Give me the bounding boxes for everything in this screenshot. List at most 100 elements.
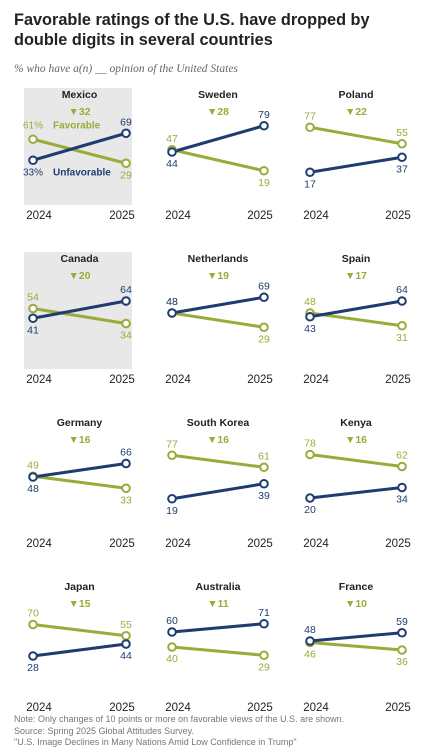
unfavorable-line-mexico [32, 131, 127, 162]
unfavorable-point-2025-canada [121, 296, 131, 306]
drop-label-australia: ▼11 [207, 598, 229, 610]
favorable-value-2025-spain: 31 [396, 332, 408, 344]
favorable-value-2025-south-korea: 61 [258, 450, 270, 462]
favorable-point-2024-poland [305, 122, 315, 133]
unfavorable-value-2024-australia: 60 [166, 615, 178, 627]
favorable-value-2025-canada: 34 [120, 330, 132, 342]
unfavorable-point-2025-sweden [259, 120, 269, 131]
unfavorable-point-2025-south-korea [259, 478, 269, 489]
favorable-line-south-korea [171, 453, 265, 469]
drop-label-poland: ▼22 [345, 106, 367, 118]
x-tick-2024-netherlands: 2024 [165, 374, 191, 386]
favorable-point-2025-spain [397, 320, 407, 331]
panel-title-japan: Japan [64, 581, 94, 593]
panel-title-canada: Canada [61, 253, 99, 265]
favorable-point-2024-canada [28, 303, 38, 314]
drop-label-spain: ▼17 [345, 270, 367, 282]
unfavorable-value-2024-mexico: 33% [23, 167, 43, 178]
unfavorable-point-2025-france [397, 627, 407, 638]
drop-label-south-korea: ▼16 [207, 434, 229, 446]
unfavorable-line-australia [171, 622, 265, 634]
x-tick-2024-australia: 2024 [165, 702, 191, 712]
favorable-point-2025-poland [397, 138, 407, 149]
unfavorable-line-france [309, 631, 403, 643]
x-tick-2025-mexico: 2025 [109, 210, 135, 222]
x-tick-2025-germany: 2025 [109, 538, 135, 550]
unfavorable-value-2024-kenya: 20 [304, 504, 316, 516]
unfavorable-point-2024-netherlands [167, 308, 177, 318]
x-tick-2024-canada: 2024 [26, 374, 52, 386]
x-tick-2025-sweden: 2025 [247, 210, 273, 222]
drop-label-kenya: ▼16 [345, 434, 367, 446]
unfavorable-line-sweden [171, 124, 265, 154]
unfavorable-value-2025-canada: 64 [120, 284, 132, 296]
unfavorable-value-2025-south-korea: 39 [258, 490, 270, 502]
favorable-point-2024-mexico [28, 134, 38, 145]
unfavorable-line-germany [32, 462, 127, 479]
favorable-point-2025-canada [121, 318, 131, 329]
x-tick-2025-australia: 2025 [247, 702, 273, 712]
favorable-value-2024-canada: 54 [27, 292, 39, 304]
unfavorable-point-2025-kenya [397, 482, 407, 493]
chart-subtitle: % who have a(n) __ opinion of the United… [14, 63, 238, 75]
unfavorable-point-2025-netherlands [259, 292, 269, 303]
drop-label-japan: ▼15 [68, 598, 90, 610]
x-tick-2024-poland: 2024 [303, 210, 329, 222]
drop-label-sweden: ▼28 [207, 106, 229, 118]
x-tick-2024-japan: 2024 [26, 702, 52, 712]
x-tick-2024-spain: 2024 [303, 374, 329, 386]
favorable-line-canada [32, 307, 127, 325]
unfavorable-value-2024-poland: 17 [304, 178, 316, 190]
x-tick-2025-kenya: 2025 [385, 538, 411, 550]
favorable-point-2025-south-korea [259, 462, 269, 473]
panel-title-poland: Poland [338, 89, 373, 101]
favorable-value-2025-netherlands: 29 [258, 333, 270, 345]
x-tick-2024-france: 2024 [303, 702, 329, 712]
x-tick-2025-netherlands: 2025 [247, 374, 273, 386]
favorable-value-2024-kenya: 78 [304, 438, 316, 450]
favorable-point-2025-australia [259, 650, 269, 661]
x-tick-2025-spain: 2025 [385, 374, 411, 386]
favorable-line-japan [32, 623, 127, 638]
unfavorable-point-2025-japan [121, 639, 131, 649]
favorable-point-2025-japan [121, 630, 131, 641]
favorable-line-germany [32, 474, 127, 490]
unfavorable-value-2024-spain: 43 [304, 323, 316, 335]
favorable-value-2025-mexico: 29 [120, 169, 132, 181]
report-text: "U.S. Image Declines in Many Nations Ami… [14, 737, 297, 747]
unfavorable-point-2025-germany [121, 458, 131, 469]
favorable-line-australia [171, 645, 265, 657]
unfavorable-value-2025-netherlands: 69 [258, 280, 270, 292]
favorable-point-2025-france [397, 645, 407, 655]
panel-title-spain: Spain [342, 253, 371, 265]
unfavorable-point-2024-kenya [305, 493, 315, 503]
unfavorable-point-2024-australia [167, 627, 177, 637]
unfavorable-point-2024-japan [28, 651, 38, 661]
unfavorable-point-2024-spain [305, 311, 315, 322]
unfavorable-line-japan [32, 642, 127, 658]
favorable-value-2024-mexico: 61% [23, 120, 43, 131]
favorable-value-2025-sweden: 19 [258, 177, 270, 189]
panel-title-mexico: Mexico [62, 89, 98, 101]
unfavorable-value-2024-south-korea: 19 [166, 505, 178, 517]
unfavorable-point-2024-south-korea [167, 493, 177, 504]
x-tick-2025-south-korea: 2025 [247, 538, 273, 550]
unfavorable-value-2024-sweden: 44 [166, 158, 178, 170]
favorable-line-mexico [32, 137, 127, 165]
unfavorable-value-2025-germany: 66 [120, 447, 132, 459]
favorable-line-netherlands [171, 311, 265, 329]
favorable-point-2024-japan [28, 619, 38, 630]
unfavorable-value-2024-netherlands: 48 [166, 296, 178, 308]
x-tick-2024-germany: 2024 [26, 538, 52, 550]
unfavorable-point-2024-canada [28, 313, 38, 324]
unfavorable-value-2025-france: 59 [396, 616, 408, 628]
favorable-line-kenya [309, 453, 403, 468]
x-tick-2024-south-korea: 2024 [165, 538, 191, 550]
unfavorable-line-canada [32, 299, 127, 320]
panel-title-kenya: Kenya [340, 417, 372, 429]
unfavorable-value-2025-australia: 71 [258, 607, 270, 619]
unfavorable-value-2025-mexico: 69 [120, 116, 132, 128]
unfavorable-value-2024-germany: 48 [27, 483, 39, 495]
favorable-value-2025-poland: 55 [396, 127, 408, 139]
x-tick-2024-mexico: 2024 [26, 210, 52, 222]
